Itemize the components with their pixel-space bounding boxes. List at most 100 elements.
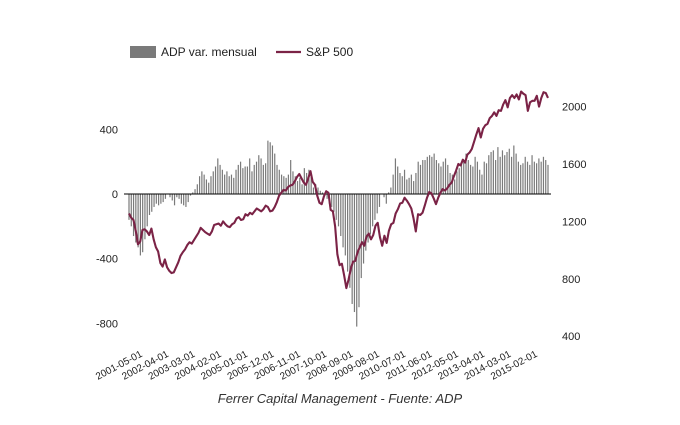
adp-bar bbox=[283, 176, 285, 194]
adp-bar bbox=[492, 150, 494, 194]
left-axis: 400 0 -400 -800 bbox=[96, 124, 118, 330]
adp-bar bbox=[139, 194, 141, 256]
adp-bar bbox=[258, 155, 260, 194]
adp-bar bbox=[397, 166, 399, 194]
right-tick-label: 1200 bbox=[562, 216, 586, 228]
adp-bar bbox=[522, 163, 524, 194]
right-tick-label: 1600 bbox=[562, 159, 586, 171]
adp-bar bbox=[158, 194, 160, 206]
adp-bar bbox=[185, 194, 187, 207]
adp-bar bbox=[435, 160, 438, 194]
adp-bar bbox=[210, 176, 212, 194]
adp-bar bbox=[208, 182, 210, 194]
adp-bar bbox=[269, 142, 271, 194]
adp-bar bbox=[495, 160, 497, 194]
adp-bar bbox=[130, 194, 132, 227]
adp-bar bbox=[308, 169, 310, 194]
adp-bar bbox=[526, 161, 529, 194]
adp-bar bbox=[340, 194, 342, 237]
adp-bar bbox=[333, 194, 335, 212]
adp-bar bbox=[260, 158, 262, 194]
adp-bar bbox=[160, 194, 162, 204]
adp-bar bbox=[276, 164, 278, 194]
adp-bar bbox=[219, 164, 221, 194]
adp-bar bbox=[169, 194, 171, 198]
adp-bar bbox=[142, 194, 144, 253]
bars-layer bbox=[128, 140, 549, 327]
adp-bar bbox=[413, 181, 415, 194]
legend-label-bars: ADP var. mensual bbox=[161, 45, 257, 59]
adp-bar bbox=[262, 164, 264, 194]
adp-bar bbox=[135, 194, 137, 243]
adp-bar bbox=[146, 194, 148, 227]
adp-bar bbox=[290, 160, 292, 194]
adp-bar bbox=[442, 161, 444, 194]
adp-bar bbox=[406, 179, 408, 194]
adp-bar bbox=[267, 140, 269, 194]
adp-bar bbox=[394, 158, 397, 194]
adp-bar bbox=[520, 164, 522, 194]
adp-bar bbox=[255, 161, 258, 194]
adp-bar bbox=[428, 155, 431, 194]
adp-bar bbox=[233, 177, 235, 194]
adp-bar bbox=[183, 194, 185, 206]
adp-bar bbox=[224, 174, 226, 194]
adp-bar bbox=[251, 171, 253, 194]
adp-bar bbox=[458, 168, 460, 194]
adp-bar bbox=[447, 164, 449, 194]
adp-bar bbox=[301, 184, 303, 194]
adp-bar bbox=[510, 156, 513, 194]
adp-bar bbox=[460, 163, 463, 194]
right-tick-label: 800 bbox=[562, 274, 580, 286]
adp-bar bbox=[469, 164, 472, 194]
adp-bar bbox=[372, 194, 374, 227]
adp-bar bbox=[419, 164, 422, 194]
adp-bar bbox=[253, 164, 255, 194]
adp-bar bbox=[155, 194, 157, 204]
adp-bar bbox=[454, 179, 456, 194]
adp-bar bbox=[501, 150, 504, 194]
left-tick-label: 0 bbox=[112, 189, 118, 201]
legend: ADP var. mensual S&P 500 bbox=[130, 45, 353, 59]
adp-bar bbox=[310, 176, 312, 194]
adp-bar bbox=[296, 181, 299, 194]
right-tick-label: 400 bbox=[562, 331, 580, 343]
adp-bar bbox=[242, 168, 244, 194]
adp-bar bbox=[214, 166, 217, 194]
adp-bar bbox=[508, 148, 510, 194]
adp-bar bbox=[351, 194, 353, 304]
adp-bar bbox=[440, 166, 442, 194]
adp-bar bbox=[483, 161, 485, 194]
adp-bar bbox=[369, 194, 371, 235]
adp-bar bbox=[438, 163, 440, 194]
adp-bar bbox=[194, 189, 196, 194]
left-tick-label: -800 bbox=[96, 318, 118, 330]
legend-swatch-bars bbox=[130, 46, 156, 58]
adp-bar bbox=[171, 194, 173, 201]
adp-bar bbox=[388, 192, 390, 194]
adp-bar bbox=[472, 166, 474, 194]
adp-bar bbox=[504, 155, 506, 194]
line-layer bbox=[128, 90, 549, 290]
sp500-line bbox=[128, 90, 549, 290]
adp-bar bbox=[424, 160, 426, 194]
adp-bar bbox=[488, 155, 490, 194]
right-axis: 2000 1600 1200 800 400 bbox=[562, 102, 586, 344]
adp-bar bbox=[132, 194, 135, 237]
adp-bar bbox=[378, 194, 381, 207]
adp-bar bbox=[533, 161, 535, 194]
adp-bar bbox=[431, 156, 433, 194]
adp-bar bbox=[128, 194, 130, 220]
adp-bar bbox=[408, 177, 410, 194]
adp-bar bbox=[287, 174, 289, 194]
left-tick-label: -400 bbox=[96, 254, 118, 266]
adp-bar bbox=[399, 172, 401, 194]
left-tick-label: 400 bbox=[100, 124, 118, 136]
adp-bar bbox=[265, 163, 267, 194]
adp-bar bbox=[422, 160, 424, 194]
adp-bar bbox=[415, 172, 417, 194]
adp-bar bbox=[356, 194, 358, 327]
adp-bar bbox=[178, 194, 180, 199]
adp-bar bbox=[192, 192, 194, 194]
adp-bar bbox=[201, 171, 203, 194]
